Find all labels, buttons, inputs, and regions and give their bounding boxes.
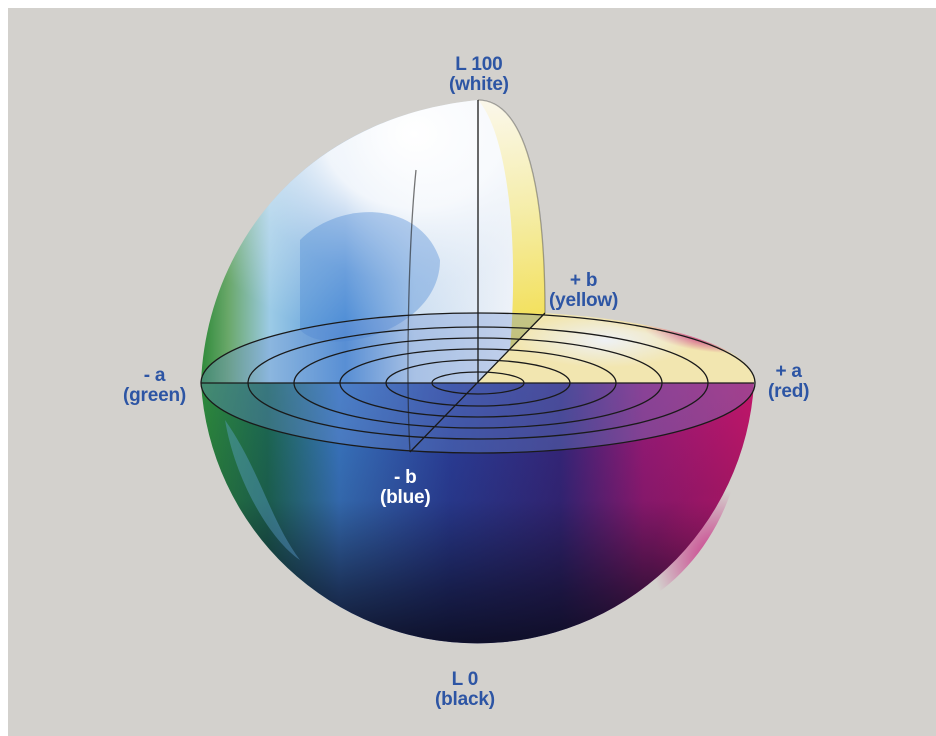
label-l100-value: L 100 [449, 55, 509, 75]
label-plus-a: + a (red) [768, 362, 809, 402]
label-minus-b-value: - b [380, 468, 431, 488]
label-plus-a-name: (red) [768, 382, 809, 402]
label-l0: L 0 (black) [435, 670, 495, 710]
label-minus-a-value: - a [123, 366, 186, 386]
label-minus-a: - a (green) [123, 366, 186, 406]
label-l100: L 100 (white) [449, 55, 509, 95]
label-plus-b: + b (yellow) [549, 271, 618, 311]
label-plus-b-name: (yellow) [549, 291, 618, 311]
diagram-frame: L 100 (white) + b (yellow) - a (green) +… [8, 8, 936, 736]
label-minus-b: - b (blue) [380, 468, 431, 508]
label-plus-b-value: + b [549, 271, 618, 291]
label-l100-name: (white) [449, 75, 509, 95]
label-minus-b-name: (blue) [380, 488, 431, 508]
label-plus-a-value: + a [768, 362, 809, 382]
label-minus-a-name: (green) [123, 386, 186, 406]
label-l0-name: (black) [435, 690, 495, 710]
label-l0-value: L 0 [435, 670, 495, 690]
